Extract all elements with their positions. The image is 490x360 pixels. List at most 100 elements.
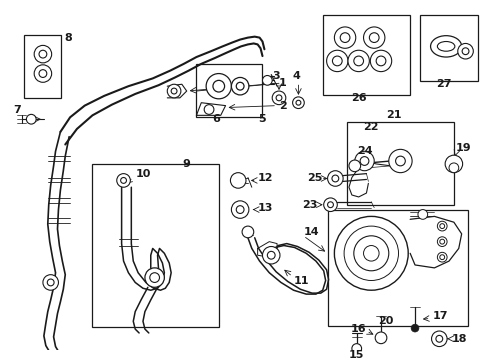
Circle shape (375, 332, 387, 344)
Circle shape (328, 171, 343, 186)
Circle shape (445, 155, 463, 173)
Circle shape (39, 70, 47, 77)
Bar (93, 164, 219, 327)
Circle shape (370, 50, 392, 72)
Text: 12: 12 (258, 174, 273, 184)
Bar (323, 15, 410, 95)
Circle shape (364, 27, 385, 48)
Ellipse shape (431, 36, 462, 57)
Circle shape (458, 44, 473, 59)
Text: 8: 8 (64, 33, 72, 42)
Text: 9: 9 (183, 159, 191, 169)
Text: 6: 6 (212, 114, 220, 124)
Text: 17: 17 (433, 311, 448, 321)
Circle shape (242, 226, 254, 238)
Circle shape (231, 77, 249, 95)
Circle shape (436, 336, 442, 342)
Circle shape (150, 273, 160, 283)
Text: 7: 7 (13, 105, 21, 116)
Circle shape (418, 210, 428, 219)
Circle shape (328, 202, 333, 208)
Circle shape (272, 91, 286, 105)
Circle shape (334, 216, 408, 290)
Text: 23: 23 (302, 200, 318, 210)
Text: 16: 16 (351, 324, 367, 334)
Circle shape (352, 344, 362, 354)
Text: 10: 10 (135, 168, 150, 179)
Circle shape (204, 105, 214, 114)
Circle shape (348, 50, 369, 72)
Circle shape (411, 324, 419, 332)
Circle shape (263, 247, 280, 264)
Circle shape (462, 48, 469, 55)
Bar (24, 35, 61, 98)
Circle shape (440, 255, 444, 260)
Circle shape (364, 246, 379, 261)
Circle shape (276, 95, 282, 101)
Circle shape (438, 252, 447, 262)
Circle shape (349, 160, 361, 172)
Circle shape (438, 221, 447, 231)
Circle shape (145, 268, 164, 287)
Text: 14: 14 (303, 227, 319, 237)
Circle shape (26, 114, 36, 124)
Circle shape (230, 173, 246, 188)
Circle shape (34, 45, 51, 63)
Circle shape (369, 33, 379, 42)
Text: 5: 5 (258, 114, 265, 124)
Circle shape (334, 27, 356, 48)
Ellipse shape (438, 41, 455, 51)
Circle shape (332, 56, 342, 66)
Text: 21: 21 (386, 110, 401, 120)
Circle shape (236, 206, 244, 213)
Text: 3: 3 (272, 72, 280, 81)
Circle shape (355, 151, 374, 171)
Text: 2: 2 (279, 101, 287, 111)
Circle shape (449, 163, 459, 173)
Circle shape (354, 236, 389, 271)
Circle shape (389, 149, 412, 173)
Text: 22: 22 (364, 122, 379, 132)
Circle shape (296, 100, 301, 105)
Circle shape (43, 275, 58, 290)
Text: 19: 19 (456, 143, 471, 153)
Circle shape (340, 33, 350, 42)
Circle shape (440, 239, 444, 244)
Circle shape (354, 56, 364, 66)
Text: 18: 18 (452, 334, 467, 344)
Circle shape (324, 198, 337, 212)
Text: 20: 20 (378, 316, 393, 326)
Bar (420, 15, 478, 81)
Text: 15: 15 (349, 350, 365, 360)
Circle shape (395, 156, 405, 166)
Circle shape (432, 331, 447, 347)
Circle shape (360, 157, 369, 165)
Circle shape (376, 56, 386, 66)
Circle shape (268, 251, 275, 259)
Circle shape (293, 97, 304, 108)
Circle shape (121, 177, 126, 183)
Circle shape (117, 174, 130, 187)
Circle shape (34, 65, 51, 82)
Circle shape (213, 80, 224, 92)
Circle shape (48, 279, 54, 286)
Circle shape (440, 224, 444, 229)
Text: 26: 26 (351, 93, 367, 103)
Circle shape (438, 237, 447, 247)
Circle shape (236, 82, 244, 90)
Text: 11: 11 (294, 275, 309, 285)
Circle shape (263, 76, 272, 85)
Text: 13: 13 (258, 203, 273, 213)
Text: 25: 25 (307, 174, 323, 184)
Circle shape (206, 73, 231, 99)
Circle shape (167, 84, 181, 98)
Bar (328, 210, 468, 326)
Text: 27: 27 (437, 79, 452, 89)
Circle shape (327, 50, 348, 72)
Text: 1: 1 (279, 78, 287, 88)
Circle shape (332, 175, 339, 182)
Circle shape (39, 50, 47, 58)
Bar (196, 64, 263, 117)
Circle shape (171, 88, 177, 94)
Text: 24: 24 (357, 146, 372, 156)
